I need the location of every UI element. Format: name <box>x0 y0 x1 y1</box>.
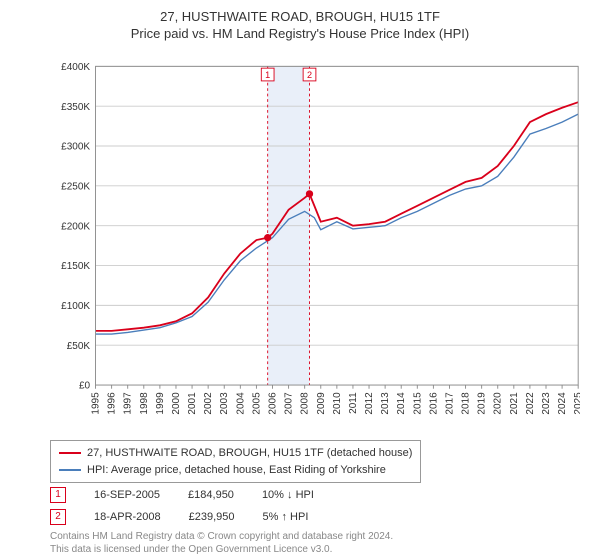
chart-svg: 1 2 £0 £50K £100K £150K £200K £250K £300K £350K £4… <box>50 48 580 438</box>
legend-item: HPI: Average price, detached house, East… <box>59 462 412 479</box>
legend-label: HPI: Average price, detached house, East… <box>87 462 386 479</box>
svg-text:2024: 2024 <box>557 392 568 415</box>
svg-text:£400K: £400K <box>61 62 90 73</box>
svg-text:1996: 1996 <box>107 392 118 415</box>
svg-text:2022: 2022 <box>525 392 536 415</box>
svg-text:£150K: £150K <box>61 261 90 272</box>
sale-row: 2 18-APR-2008 £239,950 5% ↑ HPI <box>50 506 314 528</box>
svg-text:2021: 2021 <box>509 392 520 415</box>
sale-date: 18-APR-2008 <box>94 506 161 528</box>
svg-text:2010: 2010 <box>332 392 343 415</box>
svg-text:2025: 2025 <box>573 392 580 415</box>
svg-text:£350K: £350K <box>61 102 90 113</box>
sale-vs-hpi: 10% ↓ HPI <box>262 484 314 506</box>
svg-text:2016: 2016 <box>428 392 439 415</box>
svg-text:£300K: £300K <box>61 142 90 153</box>
svg-text:2006: 2006 <box>268 392 279 415</box>
chart-title: 27, HUSTHWAITE ROAD, BROUGH, HU15 1TF <box>0 0 600 26</box>
svg-text:2019: 2019 <box>477 392 488 415</box>
sale-date: 16-SEP-2005 <box>94 484 160 506</box>
svg-text:1: 1 <box>265 70 270 80</box>
svg-text:£100K: £100K <box>61 301 90 312</box>
sale-price: £184,950 <box>188 484 234 506</box>
svg-text:2002: 2002 <box>203 392 214 415</box>
sale-row: 1 16-SEP-2005 £184,950 10% ↓ HPI <box>50 484 314 506</box>
chart-plot-area: 1 2 £0 £50K £100K £150K £200K £250K £300K £350K £4… <box>50 48 580 398</box>
svg-text:2004: 2004 <box>235 392 246 415</box>
legend: 27, HUSTHWAITE ROAD, BROUGH, HU15 1TF (d… <box>50 440 421 483</box>
footer-attribution: Contains HM Land Registry data © Crown c… <box>50 530 393 556</box>
svg-text:2015: 2015 <box>412 392 423 415</box>
svg-text:2011: 2011 <box>348 392 359 414</box>
svg-text:2013: 2013 <box>380 392 391 415</box>
svg-text:2001: 2001 <box>187 392 198 415</box>
svg-text:2003: 2003 <box>219 392 230 415</box>
chart-subtitle: Price paid vs. HM Land Registry's House … <box>0 26 600 45</box>
svg-text:2007: 2007 <box>284 392 295 415</box>
svg-text:2009: 2009 <box>316 392 327 415</box>
svg-text:2020: 2020 <box>493 392 504 415</box>
svg-text:1997: 1997 <box>123 392 134 415</box>
svg-text:2023: 2023 <box>541 392 552 415</box>
svg-text:£250K: £250K <box>61 181 90 192</box>
svg-text:2005: 2005 <box>251 392 262 415</box>
svg-text:2018: 2018 <box>461 392 472 415</box>
svg-text:2017: 2017 <box>444 392 455 415</box>
legend-swatch <box>59 452 81 454</box>
svg-text:2012: 2012 <box>364 392 375 415</box>
legend-swatch <box>59 469 81 471</box>
chart-container: 27, HUSTHWAITE ROAD, BROUGH, HU15 1TF Pr… <box>0 0 600 560</box>
svg-text:1998: 1998 <box>139 392 150 415</box>
sales-table: 1 16-SEP-2005 £184,950 10% ↓ HPI 2 18-AP… <box>50 484 314 528</box>
sale-vs-hpi: 5% ↑ HPI <box>263 506 309 528</box>
sale-price: £239,950 <box>189 506 235 528</box>
svg-text:£50K: £50K <box>67 341 91 352</box>
svg-text:£0: £0 <box>79 381 91 392</box>
svg-text:1999: 1999 <box>155 392 166 415</box>
svg-text:2008: 2008 <box>300 392 311 415</box>
svg-text:2: 2 <box>307 70 312 80</box>
svg-text:£200K: £200K <box>61 221 90 232</box>
sale-marker-icon: 2 <box>50 509 66 525</box>
svg-text:2000: 2000 <box>171 392 182 415</box>
svg-text:2014: 2014 <box>396 392 407 415</box>
svg-text:1995: 1995 <box>91 392 102 415</box>
legend-item: 27, HUSTHWAITE ROAD, BROUGH, HU15 1TF (d… <box>59 445 412 462</box>
sale-marker-icon: 1 <box>50 487 66 503</box>
legend-label: 27, HUSTHWAITE ROAD, BROUGH, HU15 1TF (d… <box>87 445 412 462</box>
